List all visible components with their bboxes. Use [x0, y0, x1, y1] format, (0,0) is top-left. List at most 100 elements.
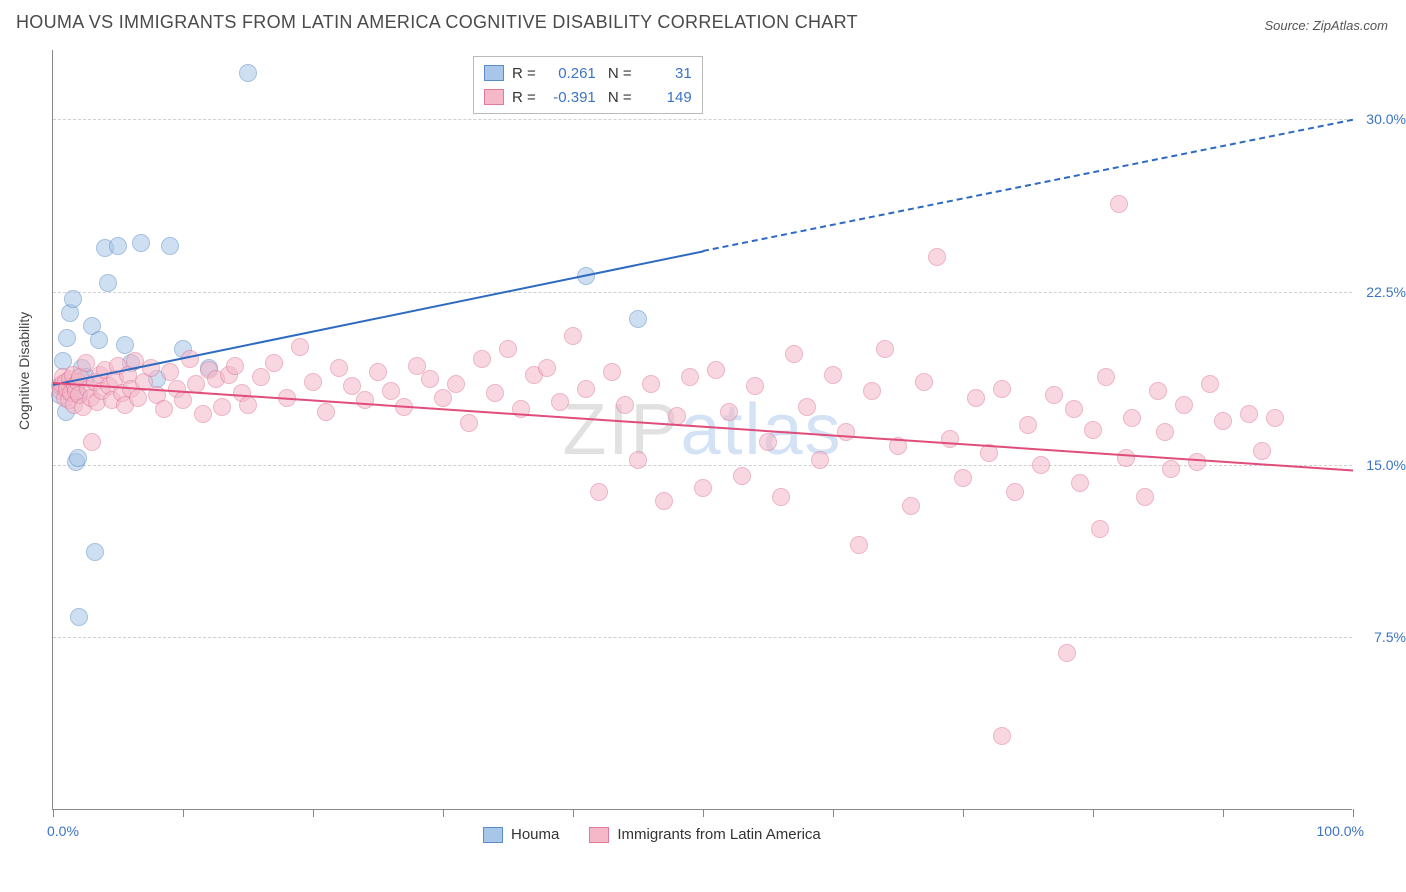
data-point	[707, 361, 725, 379]
data-point	[64, 290, 82, 308]
source-attribution: Source: ZipAtlas.com	[1264, 18, 1388, 33]
data-point	[499, 340, 517, 358]
scatter-chart: ZIPatlas R = 0.261 N = 31 R = -0.391 N =…	[52, 50, 1352, 810]
y-tick-label: 30.0%	[1366, 111, 1406, 127]
data-point	[694, 479, 712, 497]
legend-item-2: Immigrants from Latin America	[589, 826, 820, 843]
data-point	[1045, 386, 1063, 404]
source-name: ZipAtlas.com	[1313, 18, 1388, 33]
data-point	[785, 345, 803, 363]
stats-row-series-1: R = 0.261 N = 31	[484, 61, 692, 85]
source-prefix: Source:	[1264, 18, 1312, 33]
data-point	[369, 363, 387, 381]
data-point	[1162, 460, 1180, 478]
n-label: N =	[604, 65, 632, 82]
data-point	[1058, 644, 1076, 662]
data-point	[1032, 456, 1050, 474]
data-point	[317, 403, 335, 421]
data-point	[447, 375, 465, 393]
data-point	[265, 354, 283, 372]
data-point	[629, 451, 647, 469]
legend-swatch-2	[589, 827, 609, 843]
data-point	[590, 483, 608, 501]
data-point	[746, 377, 764, 395]
data-point	[1136, 488, 1154, 506]
x-tick	[573, 809, 574, 817]
data-point	[954, 469, 972, 487]
trend-line	[703, 119, 1353, 252]
legend-label-2: Immigrants from Latin America	[617, 826, 820, 843]
data-point	[304, 373, 322, 391]
x-tick	[53, 809, 54, 817]
title-bar: HOUMA VS IMMIGRANTS FROM LATIN AMERICA C…	[0, 0, 1406, 41]
data-point	[421, 370, 439, 388]
data-point	[1240, 405, 1258, 423]
data-point	[1175, 396, 1193, 414]
correlation-stats-box: R = 0.261 N = 31 R = -0.391 N = 149	[473, 56, 703, 114]
data-point	[863, 382, 881, 400]
y-tick-label: 15.0%	[1366, 457, 1406, 473]
data-point	[876, 340, 894, 358]
data-point	[720, 403, 738, 421]
r-label: R =	[512, 65, 536, 82]
gridline	[53, 119, 1352, 120]
data-point	[538, 359, 556, 377]
x-tick	[833, 809, 834, 817]
data-point	[1149, 382, 1167, 400]
data-point	[291, 338, 309, 356]
data-point	[850, 536, 868, 554]
data-point	[1266, 409, 1284, 427]
data-point	[1201, 375, 1219, 393]
x-tick	[963, 809, 964, 817]
gridline	[53, 292, 1352, 293]
gridline	[53, 637, 1352, 638]
data-point	[194, 405, 212, 423]
swatch-series-1	[484, 65, 504, 81]
data-point	[330, 359, 348, 377]
y-tick-label: 7.5%	[1374, 629, 1406, 645]
legend-swatch-1	[483, 827, 503, 843]
data-point	[928, 248, 946, 266]
data-point	[551, 393, 569, 411]
data-point	[772, 488, 790, 506]
y-axis-label: Cognitive Disability	[16, 312, 32, 430]
data-point	[811, 451, 829, 469]
data-point	[99, 274, 117, 292]
data-point	[681, 368, 699, 386]
data-point	[486, 384, 504, 402]
data-point	[70, 608, 88, 626]
n-value-1: 31	[640, 65, 692, 82]
data-point	[1123, 409, 1141, 427]
data-point	[603, 363, 621, 381]
n-label: N =	[604, 89, 632, 106]
data-point	[129, 389, 147, 407]
data-point	[155, 400, 173, 418]
data-point	[993, 727, 1011, 745]
data-point	[915, 373, 933, 391]
data-point	[116, 336, 134, 354]
data-point	[473, 350, 491, 368]
data-point	[967, 389, 985, 407]
data-point	[1253, 442, 1271, 460]
data-point	[132, 234, 150, 252]
data-point	[226, 357, 244, 375]
x-tick	[1353, 809, 1354, 817]
data-point	[460, 414, 478, 432]
legend: Houma Immigrants from Latin America	[483, 826, 821, 843]
data-point	[86, 543, 104, 561]
data-point	[1091, 520, 1109, 538]
x-tick	[703, 809, 704, 817]
data-point	[902, 497, 920, 515]
x-tick	[1223, 809, 1224, 817]
data-point	[629, 310, 647, 328]
data-point	[668, 407, 686, 425]
data-point	[824, 366, 842, 384]
data-point	[239, 64, 257, 82]
data-point	[174, 391, 192, 409]
data-point	[1006, 483, 1024, 501]
data-point	[837, 423, 855, 441]
data-point	[213, 398, 231, 416]
data-point	[1117, 449, 1135, 467]
gridline	[53, 465, 1352, 466]
data-point	[759, 433, 777, 451]
